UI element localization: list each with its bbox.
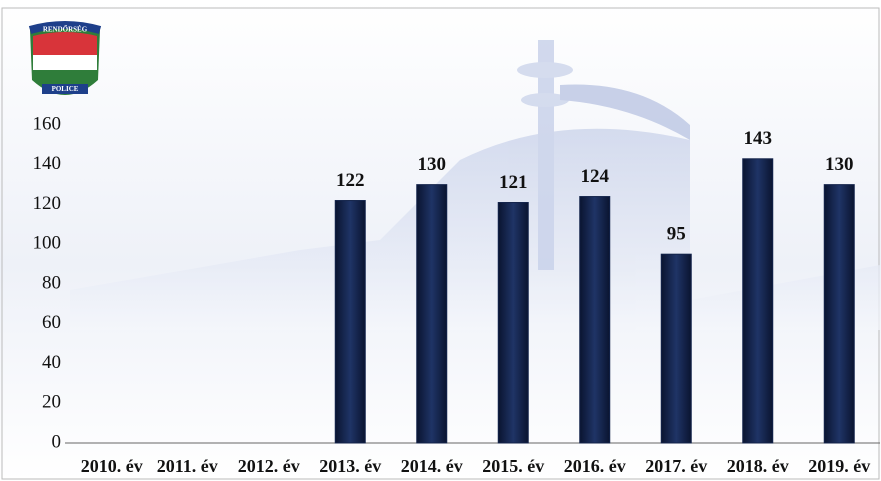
x-tick-label: 2016. év (564, 456, 626, 476)
y-tick-label: 140 (33, 153, 62, 174)
y-tick-label: 40 (42, 352, 61, 373)
logo-text: POLICE (52, 85, 79, 93)
x-tick-label: 2017. év (645, 456, 707, 476)
x-tick-label: 2018. év (727, 456, 789, 476)
data-label: 121 (499, 172, 528, 193)
bar (334, 200, 366, 444)
bar (823, 184, 855, 444)
y-tick-label: 160 (33, 113, 62, 134)
data-label: 95 (667, 224, 686, 245)
y-tick-label: 80 (42, 272, 61, 293)
data-label: 130 (825, 154, 854, 175)
data-label: 122 (336, 170, 365, 191)
x-tick-label: 2012. év (238, 456, 300, 476)
data-label: 124 (581, 166, 610, 187)
logo: RENDŐRSÉG POLICE (28, 21, 102, 95)
y-tick-label: 100 (33, 233, 62, 254)
data-label: 130 (418, 154, 447, 175)
y-tick-label: 20 (42, 392, 61, 413)
x-tick-label: 2013. év (319, 456, 381, 476)
x-tick-label: 2011. év (157, 456, 218, 476)
bar (579, 196, 611, 444)
bar (660, 253, 692, 444)
data-label: 143 (744, 128, 773, 149)
logo-text: RENDŐRSÉG (43, 26, 88, 34)
x-tick-label: 2014. év (401, 456, 463, 476)
x-tick-label: 2015. év (482, 456, 544, 476)
bar (742, 158, 774, 444)
frame (1, 7, 880, 480)
bar (416, 184, 448, 444)
y-tick-label: 0 (52, 431, 62, 452)
x-tick-label: 2010. év (81, 456, 143, 476)
y-tick-label: 60 (42, 312, 61, 333)
y-tick-label: 120 (33, 193, 62, 214)
bar (497, 202, 529, 444)
x-tick-label: 2019. év (808, 456, 870, 476)
